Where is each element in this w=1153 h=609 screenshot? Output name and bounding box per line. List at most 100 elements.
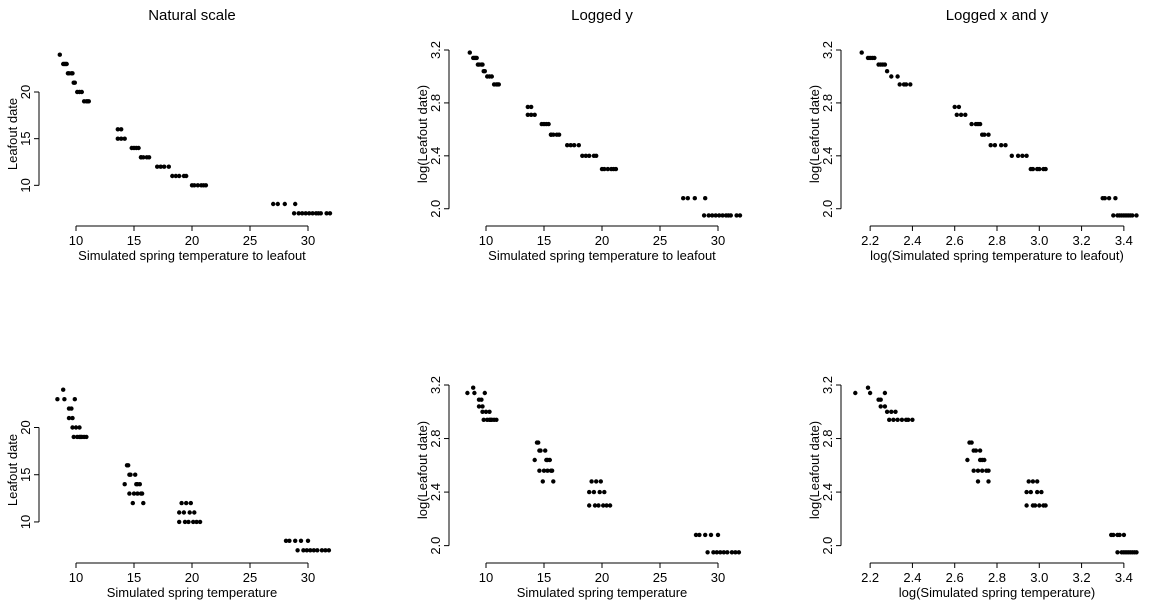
data-point [1020,153,1025,158]
data-point [186,519,191,525]
x-tick-label: 2.6 [946,570,964,585]
data-point [1003,143,1008,148]
data-point [587,489,592,495]
data-point [692,196,697,201]
data-point [529,112,534,118]
data-point [1102,196,1108,201]
y-tick-label: 2.4 [428,483,443,501]
y-tick-label: 2.8 [428,94,443,112]
data-point [494,417,499,422]
data-point [541,468,547,473]
data-point [158,164,163,169]
x-tick-label: 3.4 [1115,233,1133,248]
y-tick-label: 3.2 [820,376,835,394]
data-point [482,69,487,74]
y-tick-label: 2.0 [428,200,443,218]
y-tick-label: 15 [18,467,33,481]
data-point [587,503,592,508]
x-tick-label: 2.4 [903,570,921,585]
y-tick-label: 10 [18,515,33,529]
x-tick-label: 25 [243,570,257,585]
y-tick-label: 2.4 [820,147,835,165]
data-point [587,153,592,158]
x-tick-label: 20 [595,233,609,248]
y-axis-label: Leafout date [5,98,20,170]
data-point [982,132,987,137]
data-point [1106,196,1112,201]
x-tick-label: 20 [185,570,199,585]
data-point [715,532,721,538]
data-point [728,213,733,218]
data-point [293,538,298,543]
x-axis-label: Simulated spring temperature [517,585,688,600]
data-point [138,155,144,160]
data-point [853,390,858,396]
data-point [84,434,89,440]
data-point [548,132,554,137]
y-tick-label: 20 [18,420,33,434]
data-point [115,127,121,132]
data-point [977,121,983,127]
data-point [1032,503,1038,508]
data-point [319,548,325,553]
data-point [538,448,543,453]
data-point [124,463,130,468]
x-axis-label: Simulated spring temperature to leafout [488,248,716,263]
data-point [192,510,197,515]
data-point [1030,166,1036,172]
data-point [893,409,898,414]
panel-title: Logged x and y [946,7,1049,24]
x-tick-label: 2.6 [946,233,964,248]
data-point [580,153,585,158]
data-point [61,387,66,392]
data-point [697,532,702,538]
data-point [601,503,606,508]
data-point [525,112,530,118]
data-point [64,61,69,67]
data-point [179,500,184,506]
data-point [597,489,602,495]
data-point [576,143,581,148]
data-point [737,213,743,218]
data-point [472,390,477,396]
data-point [952,104,957,110]
panel-title: Logged y [571,7,633,24]
data-point [135,491,140,496]
y-axis-label: log(Leafout date) [415,421,430,519]
data-point [471,385,476,390]
data-point [487,409,492,414]
x-tick-label: 3.2 [1073,233,1091,248]
data-point [295,548,300,553]
data-point [882,62,888,67]
data-point [62,397,67,402]
x-tick-label: 2.8 [988,233,1006,248]
data-point [882,390,888,396]
data-point [889,74,894,79]
data-point [136,145,141,151]
data-point [480,409,485,414]
data-point [547,457,552,463]
data-point [488,417,493,422]
data-point [1026,479,1031,484]
data-point [480,404,485,409]
data-point [733,550,738,555]
y-axis-label: log(Leafout date) [807,421,822,519]
y-tick-label: 3.2 [428,41,443,59]
data-point [122,136,127,141]
x-axis-label: Simulated spring temperature [107,585,278,600]
data-point [525,104,530,110]
data-point [967,440,972,445]
data-point [72,397,78,402]
data-point [545,468,550,473]
data-point [287,538,292,543]
x-tick-label: 3.4 [1115,570,1133,585]
data-point [1035,489,1040,495]
data-point [721,550,726,555]
data-point [291,211,297,216]
data-point [736,550,742,555]
data-point [977,457,983,463]
data-point [75,434,80,440]
y-tick-label: 3.2 [428,376,443,394]
data-point [467,50,472,55]
x-tick-label: 3.2 [1073,570,1091,585]
